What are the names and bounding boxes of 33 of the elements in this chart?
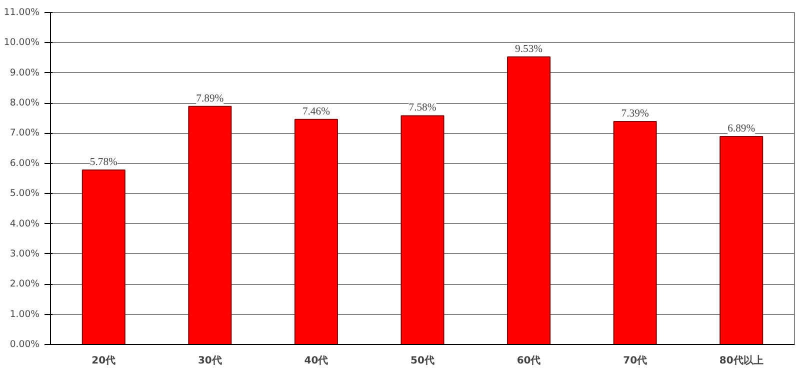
- bar: [613, 120, 657, 344]
- y-tick-label: 6.00%: [10, 158, 40, 169]
- data-label: 9.53%: [515, 44, 543, 55]
- y-tick-label: 4.00%: [10, 218, 40, 230]
- bar: [720, 136, 764, 344]
- y-tick-label: 2.00%: [10, 278, 40, 290]
- y-tick-label: 11.00%: [4, 7, 40, 18]
- data-label: 5.78%: [90, 157, 118, 168]
- x-tick-label: 40代: [304, 354, 328, 366]
- data-label: 6.89%: [728, 124, 756, 135]
- y-tick-label: 8.00%: [10, 98, 40, 109]
- bar: [188, 106, 232, 344]
- y-tick-label: 3.00%: [10, 248, 40, 260]
- y-tick-label: 1.00%: [10, 308, 40, 320]
- x-tick-label: 30代: [198, 354, 222, 366]
- x-tick-label: 60代: [516, 354, 541, 366]
- data-label: 7.46%: [302, 106, 330, 118]
- data-label: 7.89%: [196, 93, 224, 104]
- x-tick-label: 50代: [410, 354, 434, 366]
- data-label: 7.58%: [408, 102, 436, 114]
- bar: [82, 170, 126, 344]
- y-tick-label: 10.00%: [4, 37, 40, 48]
- x-tick-label: 20代: [92, 354, 116, 366]
- y-tick-label: 0.00%: [10, 339, 40, 350]
- x-tick-label: 70代: [623, 354, 648, 366]
- y-tick-label: 5.00%: [10, 188, 40, 200]
- y-tick-label: 9.00%: [10, 67, 40, 78]
- bar: [507, 56, 551, 344]
- bar: [294, 118, 338, 344]
- data-label: 7.39%: [621, 108, 649, 120]
- y-tick-label: 7.00%: [10, 128, 40, 139]
- x-tick-label: 80代以上: [719, 354, 764, 366]
- bar: [400, 115, 444, 344]
